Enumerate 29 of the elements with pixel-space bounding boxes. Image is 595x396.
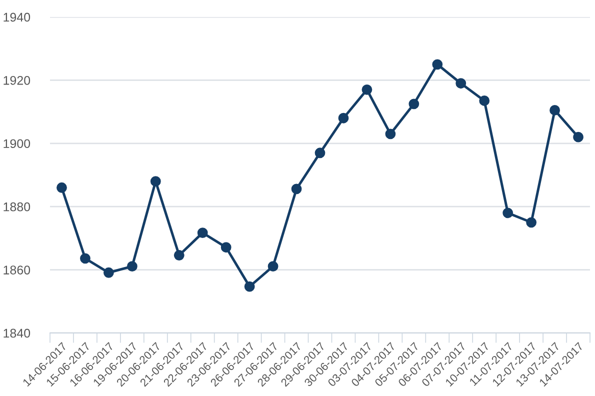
point	[573, 132, 584, 142]
point	[362, 84, 372, 95]
point	[502, 208, 514, 218]
point	[174, 250, 184, 260]
point	[150, 176, 161, 187]
point	[385, 128, 396, 140]
point	[314, 148, 326, 158]
point	[80, 253, 90, 264]
point	[103, 267, 114, 278]
point	[338, 112, 349, 124]
point	[550, 105, 560, 116]
point	[126, 261, 138, 272]
point	[479, 96, 490, 106]
point	[220, 242, 232, 253]
y-tick-label: 1940	[4, 12, 30, 22]
point	[526, 217, 537, 228]
y-tick-label: 1880	[4, 202, 30, 212]
point	[197, 228, 208, 238]
y-tick-label: 1840	[4, 328, 30, 338]
y-tick-label: 1860	[4, 266, 30, 274]
point	[432, 59, 443, 70]
point	[408, 98, 420, 110]
point	[291, 184, 302, 194]
point	[56, 182, 67, 193]
point	[268, 261, 278, 272]
point	[244, 281, 255, 292]
y-tick-label: 1920	[4, 76, 30, 85]
y-tick-label: 1900	[4, 139, 30, 148]
point	[456, 78, 466, 89]
